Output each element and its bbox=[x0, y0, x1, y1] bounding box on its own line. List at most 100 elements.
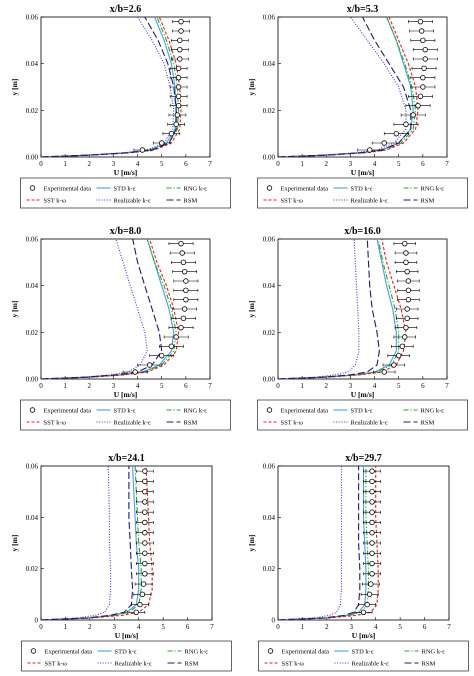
data-point bbox=[369, 468, 375, 474]
legend-marker-experimental bbox=[266, 407, 273, 413]
series-line-5 bbox=[277, 238, 380, 380]
data-point bbox=[133, 609, 139, 615]
data-point bbox=[417, 18, 424, 25]
legend-label: SST k-ω bbox=[281, 419, 304, 426]
data-point bbox=[381, 369, 387, 375]
data-point bbox=[369, 478, 375, 485]
legend-label: RNG k-ε bbox=[185, 648, 209, 655]
data-point bbox=[403, 250, 409, 256]
y-tick-label: 0.00 bbox=[26, 154, 39, 162]
data-point bbox=[142, 540, 148, 546]
y-axis-label: y [m] bbox=[247, 301, 256, 318]
y-tick-label: 0.00 bbox=[263, 154, 276, 162]
x-tick-label: 4 bbox=[136, 382, 140, 390]
data-point bbox=[402, 334, 408, 340]
data-point bbox=[367, 147, 373, 153]
y-tick-label: 0.06 bbox=[263, 236, 276, 244]
series-line-3 bbox=[277, 16, 419, 158]
data-point bbox=[369, 519, 375, 526]
chart-panel-4: x/b=16.0 0 1 2 3 4 5 6 7 0.00 0.02 0.04 0.06 U [m/s] y… bbox=[247, 226, 468, 431]
series-line-1 bbox=[40, 465, 140, 621]
legend-label: SST k-ω bbox=[282, 660, 305, 667]
data-point bbox=[177, 37, 183, 44]
x-tick-label: 2 bbox=[325, 382, 329, 390]
legend-label: STD k-ε bbox=[114, 185, 136, 192]
series-line-5 bbox=[277, 16, 412, 158]
data-point bbox=[137, 601, 143, 608]
y-tick-label: 0.04 bbox=[263, 60, 276, 68]
legend-box bbox=[20, 177, 231, 209]
data-point bbox=[132, 369, 138, 375]
data-point bbox=[175, 84, 182, 90]
data-point bbox=[360, 609, 367, 615]
x-tick-label: 2 bbox=[325, 623, 329, 631]
series-line-5 bbox=[40, 238, 163, 380]
x-axis-label: U [m/s] bbox=[351, 168, 375, 177]
data-point bbox=[369, 550, 375, 556]
legend-label: RSM bbox=[184, 197, 198, 204]
y-tick-label: 0.06 bbox=[26, 236, 39, 244]
data-point bbox=[393, 130, 399, 137]
chart-title: x/b=24.1 bbox=[108, 453, 145, 464]
series-line-2 bbox=[40, 465, 142, 621]
data-point bbox=[403, 121, 409, 128]
chart-panel-1: x/b=2.6 0 1 2 3 4 5 6 7 0.00 0.02 0.04 0.06 U [m/s] y … bbox=[10, 4, 231, 209]
x-tick-label: 0 bbox=[276, 160, 280, 168]
series-line-1 bbox=[40, 16, 177, 158]
data-point bbox=[177, 56, 183, 62]
y-tick-label: 0.02 bbox=[263, 329, 276, 337]
data-point bbox=[175, 74, 182, 81]
data-point bbox=[404, 306, 410, 312]
legend-label: STD k-ε bbox=[114, 407, 136, 414]
series-line-4 bbox=[277, 238, 360, 380]
legend-box bbox=[257, 177, 468, 209]
x-tick-label: 0 bbox=[39, 623, 43, 631]
y-axis-label: y [m] bbox=[10, 79, 19, 96]
legend-label: STD k-ε bbox=[115, 648, 137, 655]
series-line-3 bbox=[277, 238, 407, 380]
x-tick-label: 2 bbox=[325, 160, 329, 168]
legend: Experimental data STD k-ε RNG k-ε SST k-ω Re… bbox=[257, 177, 468, 209]
data-point bbox=[142, 571, 148, 577]
legend-label: SST k-ω bbox=[281, 197, 304, 204]
x-tick-label: 0 bbox=[276, 623, 280, 631]
y-tick-label: 0.06 bbox=[263, 463, 276, 471]
y-axis-label: y [m] bbox=[247, 79, 256, 96]
y-axis-label: y [m] bbox=[247, 535, 256, 552]
data-point bbox=[405, 296, 412, 303]
x-tick-label: 6 bbox=[421, 382, 425, 390]
series-line-1 bbox=[277, 466, 367, 621]
data-point bbox=[173, 121, 179, 128]
legend-label: SST k-ω bbox=[44, 197, 67, 204]
y-tick-label: 0.02 bbox=[26, 565, 39, 573]
data-point bbox=[142, 499, 148, 505]
legend-label: RNG k-ε bbox=[422, 648, 446, 655]
legend: Experimental data STD k-ε RNG k-ε SST k-ω Re… bbox=[257, 399, 468, 431]
x-tick-label: 6 bbox=[184, 160, 188, 168]
x-axis-label: U [m/s] bbox=[351, 390, 375, 399]
x-axis-label: U [m/s] bbox=[115, 631, 139, 640]
x-tick-label: 6 bbox=[421, 160, 425, 168]
data-point bbox=[180, 259, 187, 266]
series-line-2 bbox=[277, 238, 400, 380]
data-point bbox=[420, 37, 426, 44]
chart-title: x/b=29.7 bbox=[345, 453, 382, 464]
data-point bbox=[142, 509, 148, 515]
series-line-5 bbox=[277, 466, 361, 621]
data-point bbox=[418, 28, 425, 34]
x-tick-label: 6 bbox=[184, 382, 188, 390]
series-line-4 bbox=[40, 465, 112, 621]
legend-label: Experimental data bbox=[281, 185, 329, 192]
x-tick-label: 5 bbox=[397, 382, 401, 390]
data-point bbox=[368, 581, 374, 587]
series-line-2 bbox=[40, 16, 180, 158]
x-tick-label: 1 bbox=[63, 160, 67, 168]
series-line-3 bbox=[40, 16, 182, 158]
data-point bbox=[415, 102, 421, 109]
legend-label: STD k-ε bbox=[351, 185, 373, 192]
legend: Experimental data STD k-ε RNG k-ε SST k-ω Re… bbox=[258, 640, 469, 672]
x-tick-label: 1 bbox=[301, 623, 305, 631]
data-point bbox=[421, 65, 427, 72]
y-tick-label: 0.04 bbox=[26, 282, 39, 290]
y-tick-label: 0 bbox=[35, 617, 39, 625]
